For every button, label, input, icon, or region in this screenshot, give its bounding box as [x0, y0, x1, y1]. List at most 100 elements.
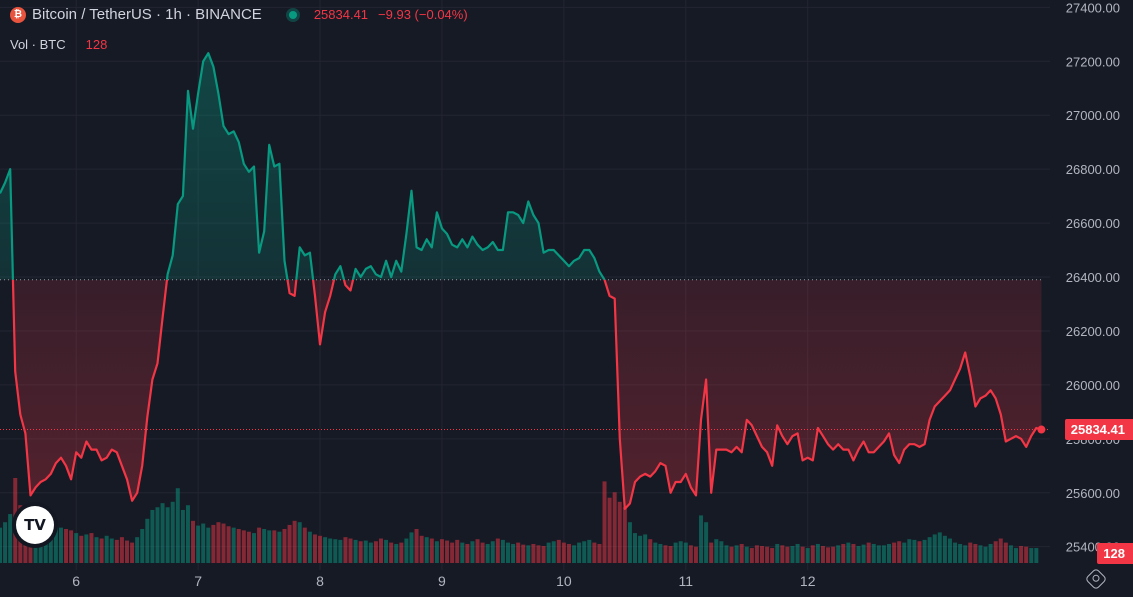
market-open-icon [285, 7, 300, 22]
volume-bar [958, 543, 963, 563]
volume-bar [1014, 548, 1018, 563]
volume-bar [272, 530, 277, 563]
series-line-down [11, 279, 1042, 510]
volume-bar [947, 538, 952, 563]
volume-bar [546, 542, 551, 563]
volume-bar [64, 529, 69, 563]
volume-bar [84, 534, 89, 563]
volume-bar [262, 529, 267, 563]
x-tick-label: 10 [556, 573, 572, 589]
volume-bar [988, 543, 993, 563]
tradingview-logo[interactable]: TV [16, 506, 54, 544]
volume-bar [211, 524, 216, 563]
volume-bar [307, 531, 312, 563]
volume-bar [749, 548, 754, 563]
volume-bar [937, 532, 942, 563]
volume-bar [892, 542, 897, 563]
volume-bar [328, 538, 333, 563]
volume-bar [612, 492, 617, 563]
x-tick-label: 12 [800, 573, 816, 589]
volume-bar [734, 545, 739, 563]
volume-bar [302, 527, 307, 563]
volume-bar [226, 526, 231, 563]
volume-bar [653, 542, 658, 563]
volume-bar [3, 522, 8, 563]
volume-bar [145, 518, 150, 563]
volume-bar [688, 545, 693, 563]
volume-bar [495, 538, 500, 563]
volume-bar [297, 522, 302, 563]
volume-bar [760, 546, 764, 563]
volume-bar [221, 523, 226, 563]
x-axis: 6 7 8 9 10 11 12 [72, 573, 815, 589]
volume-bar [866, 542, 871, 563]
volume-bar [739, 543, 744, 563]
volume-bar [292, 520, 297, 563]
volume-bar [775, 543, 780, 563]
volume-bar [196, 525, 201, 563]
volume-bar [429, 538, 434, 563]
x-tick-label: 6 [72, 573, 80, 589]
volume-bar [551, 541, 556, 563]
volume-bar [282, 529, 287, 563]
volume-legend[interactable]: Vol · BTC 128 [10, 37, 107, 52]
volume-bar [414, 529, 419, 563]
volume-bar [94, 537, 99, 563]
volume-bar [820, 546, 825, 563]
volume-bar [724, 545, 729, 563]
volume-bar [744, 546, 749, 563]
volume-bars [0, 478, 1039, 563]
volume-bar [917, 541, 922, 563]
volume-bar [419, 535, 424, 563]
last-price-dot [1037, 425, 1046, 434]
volume-bar [150, 509, 155, 563]
area-above-baseline [0, 53, 1042, 280]
volume-bar [998, 538, 1003, 563]
volume-bar [897, 541, 902, 563]
volume-bar [312, 534, 317, 563]
volume-bar [140, 529, 145, 563]
volume-bar [932, 534, 937, 563]
x-tick-label: 11 [679, 573, 694, 589]
volume-bar [536, 545, 541, 563]
x-tick-label: 8 [316, 573, 324, 589]
volume-bar [343, 537, 348, 563]
volume-bar [8, 514, 13, 563]
volume-bar [384, 539, 389, 563]
volume-bar [1003, 542, 1008, 563]
volume-bar [826, 547, 831, 563]
volume-bar [942, 535, 947, 563]
volume-bar [241, 530, 246, 563]
volume-bar [160, 503, 165, 563]
volume-bar [475, 539, 480, 563]
volume-bar [699, 515, 704, 563]
volume-bar [236, 529, 241, 563]
volume-bar [267, 530, 272, 563]
volume-bar [480, 542, 485, 563]
volume-bar [287, 524, 292, 563]
last-price: 25834.41 [313, 7, 369, 22]
volume-bar [165, 507, 170, 563]
volume-bar [368, 542, 373, 563]
volume-bar [627, 522, 632, 563]
volume-bar [795, 543, 800, 563]
volume-bar [704, 522, 709, 563]
volume-bar [592, 542, 597, 563]
volume-bar [871, 543, 876, 563]
volume-bar [876, 545, 881, 563]
volume-bar [521, 544, 526, 563]
volume-bar [114, 539, 119, 563]
volume-bar [1019, 546, 1024, 563]
symbol-legend[interactable]: ₿ Bitcoin / TetherUS · 1h · BINANCE 2583… [10, 6, 468, 23]
volume-bar [607, 497, 612, 563]
volume-bar [119, 537, 124, 563]
volume-bar [363, 540, 368, 563]
volume-bar [338, 539, 343, 563]
symbol-title[interactable]: Bitcoin / TetherUS · 1h · BINANCE [32, 6, 262, 23]
volume-bar [968, 542, 973, 563]
volume-bar [602, 481, 607, 563]
y-axis: 27400.00 27200.00 27000.00 26800.00 26600.00… [1066, 0, 1120, 554]
volume-bar [470, 541, 475, 563]
volume-bar [693, 546, 698, 563]
